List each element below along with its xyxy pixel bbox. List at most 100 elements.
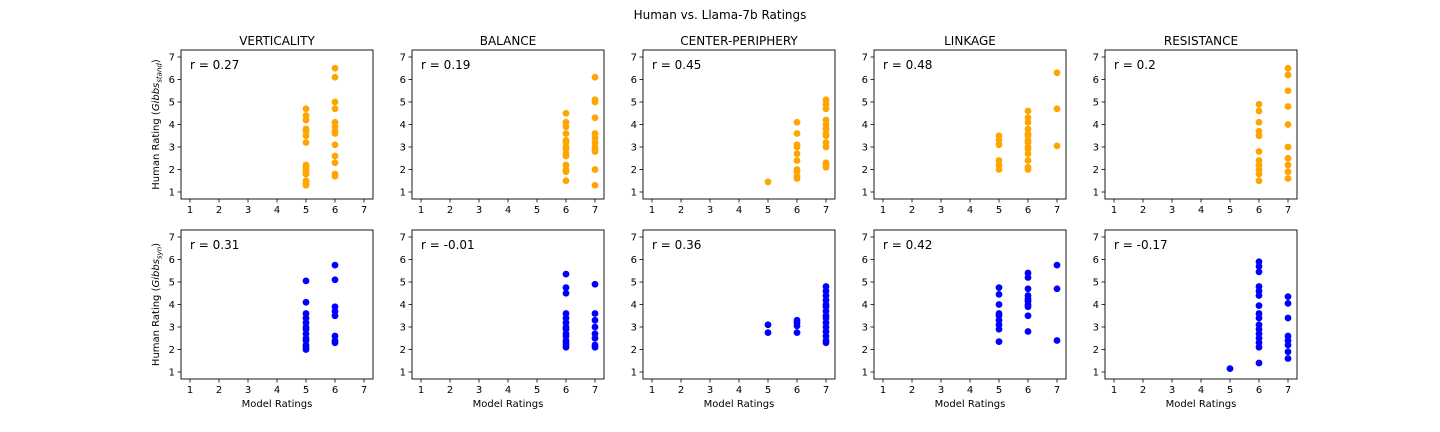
data-point — [1255, 100, 1263, 108]
data-point — [1024, 285, 1032, 293]
x-tick-label: 7 — [823, 385, 829, 396]
data-point — [331, 339, 339, 347]
data-point — [793, 143, 801, 151]
y-tick-label: 4 — [862, 300, 868, 311]
x-tick-label: 7 — [1054, 385, 1060, 396]
x-axis-label: Model Ratings — [242, 399, 313, 410]
data-point — [591, 148, 599, 155]
x-tick-label: 7 — [1285, 205, 1291, 216]
y-tick-label: 5 — [169, 98, 175, 109]
x-tick-label: 3 — [245, 385, 251, 396]
y-tick-label: 3 — [169, 323, 175, 334]
data-point — [995, 338, 1003, 346]
x-tick-label: 5 — [996, 385, 1002, 396]
y-tick-label: 1 — [862, 368, 868, 379]
y-tick-label: 7 — [400, 233, 406, 244]
correlation-annotation: r = 0.48 — [883, 58, 932, 72]
x-tick-label: 6 — [1025, 385, 1031, 396]
data-point — [1255, 170, 1263, 178]
data-point — [822, 163, 830, 171]
data-point — [822, 143, 830, 151]
y-tick-label: 1 — [631, 368, 637, 379]
data-point — [1255, 148, 1263, 155]
data-point — [302, 298, 310, 306]
data-point — [331, 73, 339, 81]
data-point — [793, 157, 801, 164]
data-point — [822, 339, 830, 347]
data-point — [591, 73, 599, 81]
data-point — [995, 325, 1003, 333]
data-point — [1024, 312, 1032, 320]
data-point — [591, 310, 599, 317]
y-tick-label: 5 — [631, 278, 637, 289]
data-point — [822, 132, 830, 140]
x-tick-label: 7 — [1054, 205, 1060, 216]
y-tick-label: 1 — [1093, 188, 1099, 199]
y-tick-label: 2 — [169, 345, 175, 356]
y-tick-label: 5 — [400, 98, 406, 109]
data-point — [1255, 118, 1263, 126]
data-point — [591, 316, 599, 324]
data-point — [331, 152, 339, 160]
y-tick-label: 2 — [400, 345, 406, 356]
y-tick-label: 2 — [1093, 345, 1099, 356]
data-point — [562, 343, 570, 351]
x-tick-label: 5 — [534, 385, 540, 396]
x-tick-label: 3 — [1169, 205, 1175, 216]
x-tick-label: 2 — [909, 385, 915, 396]
data-point — [1255, 292, 1263, 299]
y-tick-label: 7 — [862, 53, 868, 64]
data-point — [1024, 274, 1032, 281]
y-tick-label: 4 — [400, 120, 406, 131]
x-tick-label: 7 — [1285, 385, 1291, 396]
data-point — [1284, 175, 1292, 182]
data-point — [995, 166, 1003, 173]
y-tick-label: 6 — [862, 75, 868, 86]
data-point — [1024, 118, 1032, 126]
y-tick-label: 1 — [862, 188, 868, 199]
x-tick-label: 1 — [418, 385, 424, 396]
data-point — [591, 343, 599, 351]
y-tick-label: 4 — [631, 120, 637, 131]
data-point — [562, 289, 570, 297]
y-tick-label: 3 — [1093, 143, 1099, 154]
y-tick-label: 7 — [400, 53, 406, 64]
data-point — [1053, 142, 1061, 150]
x-tick-label: 5 — [996, 205, 1002, 216]
data-point — [302, 170, 310, 178]
y-tick-label: 3 — [862, 143, 868, 154]
x-tick-label: 3 — [476, 385, 482, 396]
y-tick-label: 7 — [169, 233, 175, 244]
correlation-annotation: r = -0.01 — [421, 238, 475, 252]
data-point — [1255, 268, 1263, 276]
data-point — [1053, 69, 1061, 77]
subplot-9: 1 2 3 4 5 6 7 1 2 3 4 5 6 7 r = 0.42 Model Ratings — [862, 229, 1067, 410]
data-point — [1284, 293, 1292, 301]
data-point — [562, 130, 570, 137]
data-point — [793, 175, 801, 182]
data-point — [331, 276, 339, 284]
data-point — [562, 270, 570, 278]
x-tick-label: 1 — [649, 205, 655, 216]
y-tick-label: 7 — [1093, 233, 1099, 244]
data-point — [1284, 314, 1292, 322]
x-tick-label: 5 — [303, 205, 309, 216]
x-tick-label: 6 — [794, 205, 800, 216]
data-point — [1024, 328, 1032, 335]
y-tick-label: 2 — [862, 345, 868, 356]
data-point — [764, 178, 772, 186]
y-tick-label: 6 — [169, 75, 175, 86]
correlation-annotation: r = 0.31 — [190, 238, 239, 252]
x-tick-label: 6 — [332, 385, 338, 396]
x-tick-label: 2 — [1140, 205, 1146, 216]
y-tick-label: 5 — [631, 98, 637, 109]
data-point — [302, 132, 310, 140]
x-tick-label: 1 — [1111, 385, 1117, 396]
data-point — [331, 261, 339, 269]
y-tick-label: 7 — [631, 53, 637, 64]
data-point — [995, 141, 1003, 149]
x-tick-label: 6 — [563, 205, 569, 216]
x-tick-label: 3 — [245, 205, 251, 216]
data-point — [331, 172, 339, 180]
